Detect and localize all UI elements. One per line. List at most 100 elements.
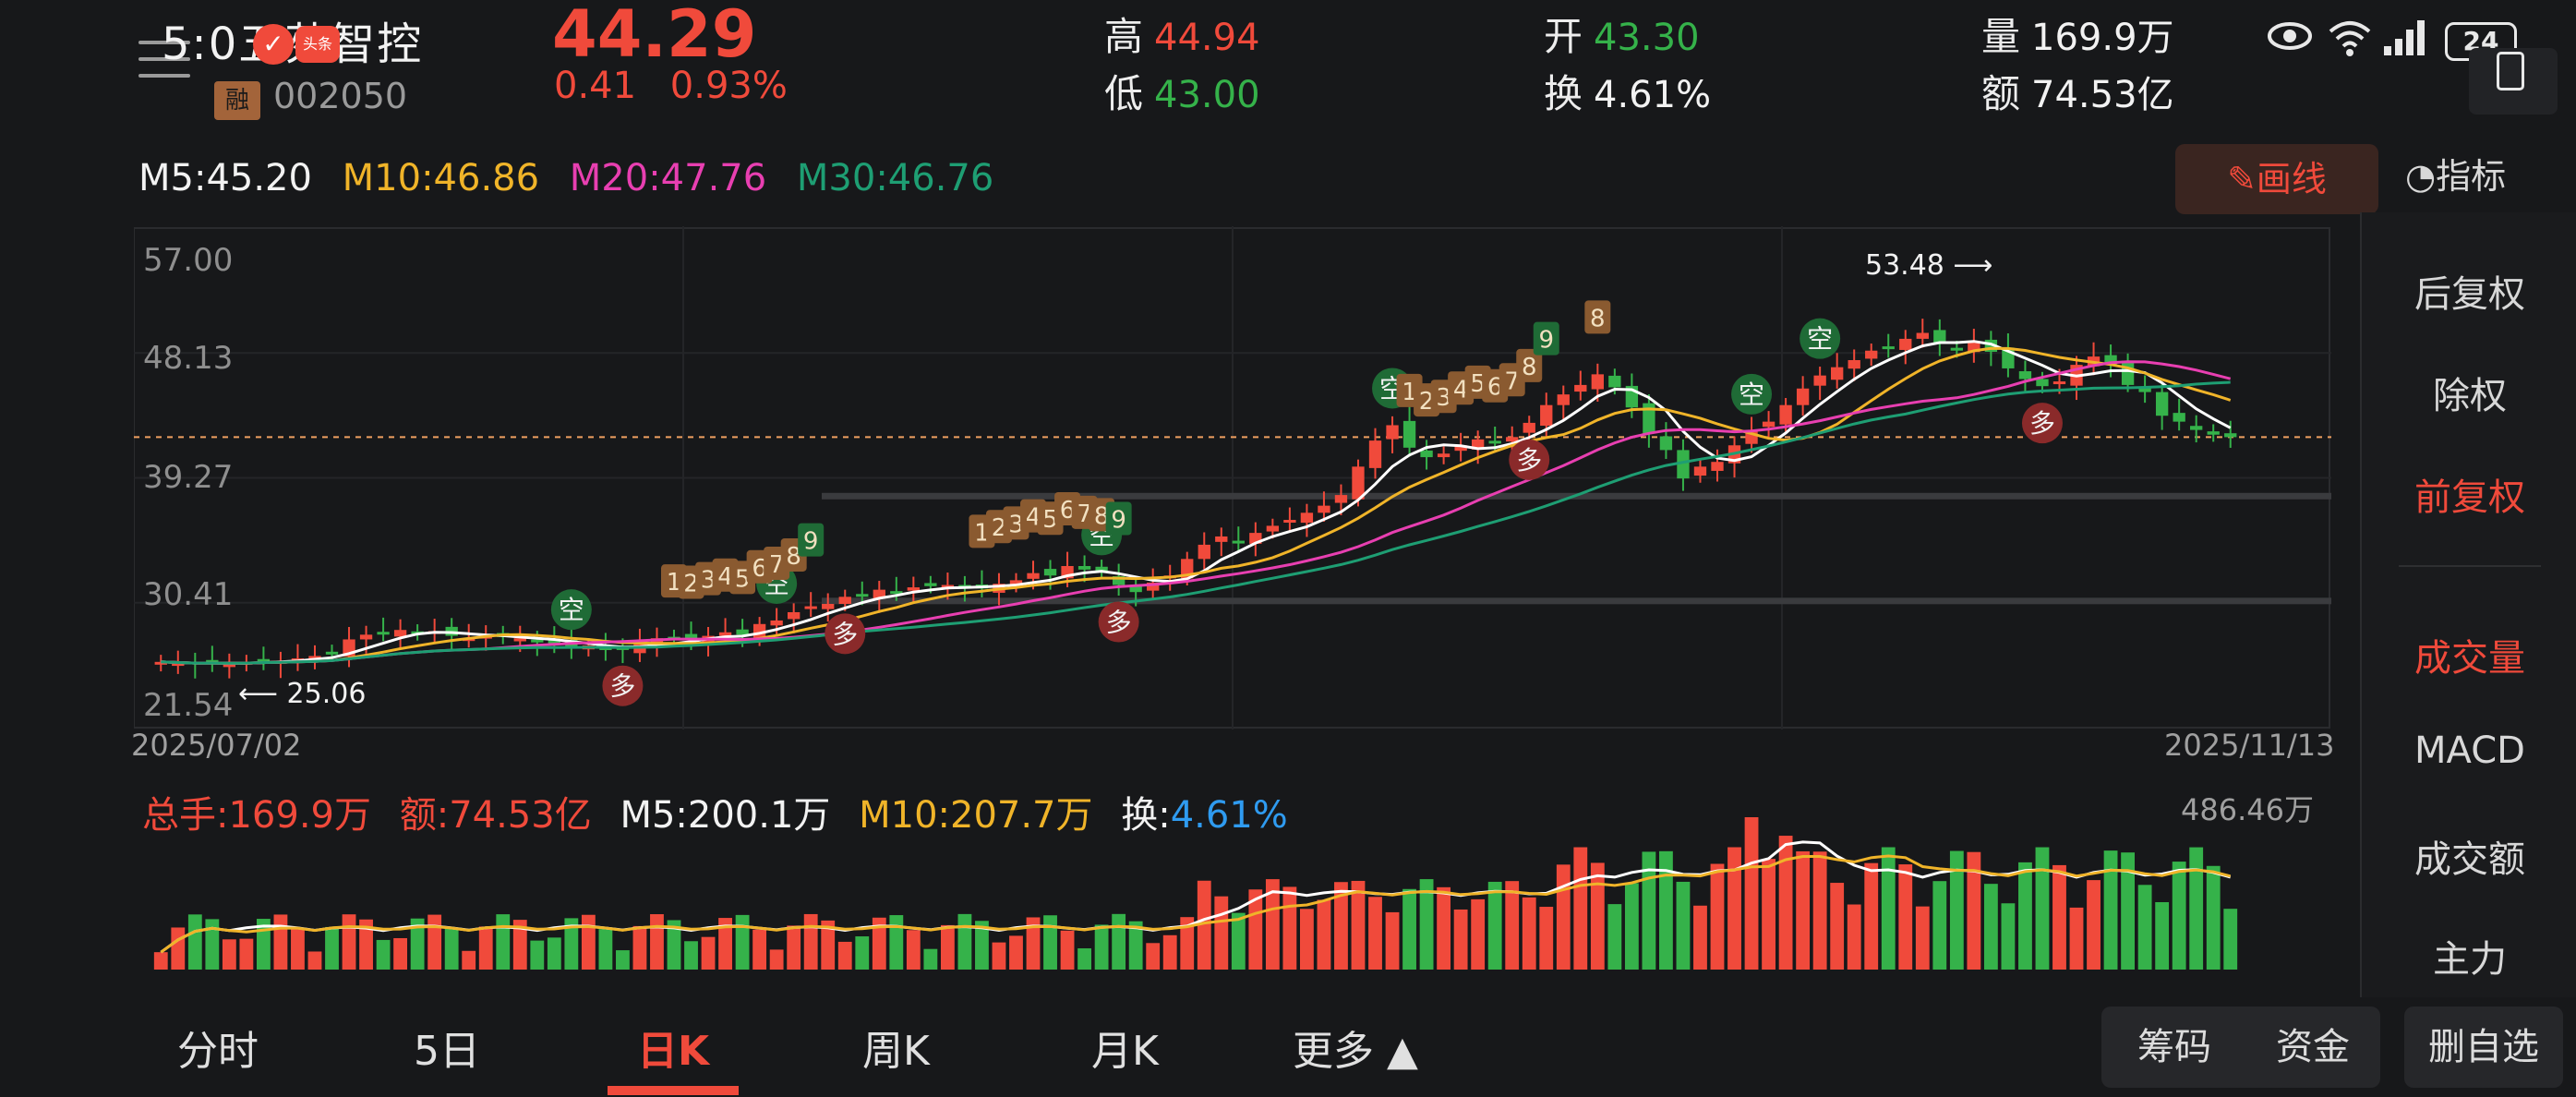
candle-body: [1147, 582, 1160, 591]
tab-weekly-k[interactable]: 周K: [862, 1028, 930, 1075]
volume-bar: [1317, 899, 1331, 970]
volume-bar: [957, 913, 972, 970]
volume-bar: [1710, 863, 1725, 970]
rp-item-ex-rights[interactable]: 除权: [2433, 375, 2507, 417]
candle-body: [1454, 445, 1467, 452]
signal-label: 空: [559, 595, 584, 625]
candle-body: [1899, 338, 1912, 350]
volume-bar: [1847, 904, 1861, 970]
volume-bar: [1043, 915, 1057, 970]
candle-body: [1112, 576, 1125, 585]
count-mark-label: 9: [803, 528, 819, 556]
ma10-line: [161, 346, 2232, 665]
chips-button[interactable]: 筹码: [2137, 1026, 2211, 1068]
rp-item-main-force[interactable]: 主力: [2433, 938, 2507, 981]
candle-body: [1882, 346, 1895, 350]
date-end: 2025/11/13: [2164, 728, 2335, 763]
candle-body: [736, 629, 749, 635]
tab-5day[interactable]: 5日: [414, 1028, 480, 1075]
count-mark-label: 7: [769, 551, 785, 579]
volume-bar: [1197, 880, 1211, 970]
candle-body: [1352, 466, 1365, 500]
volume-bar: [821, 920, 836, 970]
headline-badge[interactable]: 头条: [295, 26, 340, 63]
candle-body: [1300, 512, 1314, 524]
signal-icon: [2384, 20, 2425, 55]
volume-bar: [1214, 896, 1229, 970]
rp-item-turnover-amount[interactable]: 成交额: [2414, 838, 2525, 881]
candle-body: [1813, 375, 1826, 386]
count-mark-label: 3: [1436, 384, 1451, 412]
candle-body: [788, 611, 800, 620]
volume-total: 总手:169.9万: [142, 794, 371, 837]
rp-item-after-adjust[interactable]: 后复权: [2414, 273, 2525, 316]
count-mark-label: 8: [1522, 354, 1537, 381]
volume-bar: [1812, 851, 1827, 970]
candle-body: [2104, 355, 2117, 366]
volume-bar: [581, 914, 596, 970]
candle-body: [718, 632, 732, 636]
ma20-value: M20:47.76: [569, 157, 767, 199]
candle-body: [804, 606, 817, 609]
volume-chart[interactable]: [134, 780, 2331, 979]
candle-body: [770, 620, 783, 626]
volume-bar: [1659, 850, 1673, 970]
signal-label: 空: [1807, 324, 1833, 355]
count-mark-label: 9: [1538, 327, 1554, 355]
draw-line-button[interactable]: ✎画线: [2175, 144, 2378, 214]
count-mark-label: 5: [1470, 370, 1486, 398]
rp-item-forward-adjust[interactable]: 前复权: [2414, 476, 2525, 519]
menu-icon[interactable]: [138, 41, 190, 81]
count-mark-label: 3: [1008, 511, 1024, 538]
volume-bar: [718, 918, 732, 970]
volume-bar: [462, 950, 476, 970]
candle-body: [2173, 413, 2185, 422]
ma5-value: M5:45.20: [138, 157, 312, 199]
right-panel: 后复权 除权 前复权 成交量 MACD 成交额 主力: [2360, 212, 2576, 997]
rp-item-volume[interactable]: 成交量: [2414, 637, 2525, 680]
tab-daily-k[interactable]: 日K: [637, 1028, 710, 1075]
tab-monthly-k[interactable]: 月K: [1091, 1028, 1159, 1075]
tab-intraday[interactable]: 分时: [177, 1028, 259, 1075]
candle-body: [1968, 341, 1980, 353]
volume-bar: [1471, 898, 1486, 970]
volume-legend: 总手:169.9万 额:74.53亿 M5:200.1万 M10:207.7万 …: [142, 785, 1305, 838]
candle-body: [907, 587, 921, 591]
count-mark-label: 6: [1060, 497, 1076, 524]
volume-bar: [1881, 847, 1896, 970]
funds-button[interactable]: 资金: [2276, 1026, 2350, 1068]
volume-bar: [2103, 850, 2118, 970]
candle-body: [752, 623, 766, 639]
volume-bar: [307, 951, 322, 970]
current-price: 44.29: [552, 0, 757, 72]
turnover-quote: 换 4.61%: [1544, 63, 1711, 119]
volume-bar: [1112, 913, 1126, 970]
rp-item-macd[interactable]: MACD: [2414, 729, 2525, 772]
stock-code: 002050: [273, 76, 408, 116]
candle-body: [1077, 565, 1091, 570]
news-badge[interactable]: ✓: [253, 24, 294, 65]
candle-body: [2121, 360, 2135, 385]
volume-bar: [1967, 851, 1981, 970]
candle-body: [684, 633, 698, 640]
volume-bar: [2052, 864, 2066, 970]
volume-bar: [1898, 864, 1913, 970]
count-mark-label: 3: [701, 567, 716, 595]
volume-bar: [2035, 847, 2050, 970]
count-mark-label: 1: [667, 569, 682, 597]
candle-body: [650, 638, 664, 645]
candle-body: [1779, 404, 1792, 425]
screen-toggle-button[interactable]: [2469, 48, 2558, 115]
tab-more[interactable]: 更多 ▲: [1293, 1028, 1418, 1075]
candle-body: [1232, 540, 1245, 544]
count-mark-badge: [1584, 300, 1611, 334]
volume-bar: [496, 914, 511, 970]
volume-bar: [1522, 897, 1536, 970]
remove-watchlist-button[interactable]: 删自选: [2404, 1007, 2563, 1088]
indicator-button[interactable]: ◔指标: [2405, 156, 2507, 197]
y-tick-label: 48.13: [143, 340, 234, 377]
volume-turnover-label: 换:: [1121, 794, 1171, 837]
candle-body: [1043, 569, 1057, 576]
ma20-line: [161, 360, 2232, 665]
